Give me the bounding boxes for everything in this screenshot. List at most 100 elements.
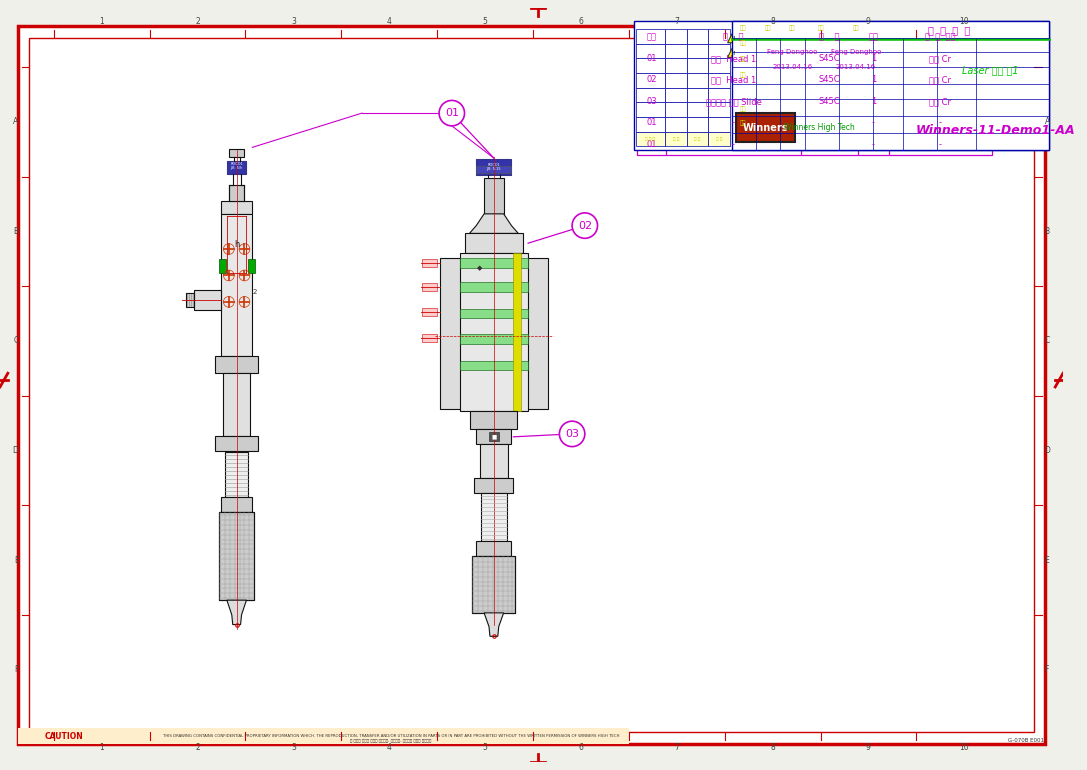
Circle shape: [439, 100, 464, 126]
Bar: [665, 102, 687, 117]
Bar: [460, 334, 528, 344]
Bar: [523, 258, 548, 410]
Bar: [193, 290, 221, 310]
Text: 4: 4: [387, 17, 391, 26]
Bar: [227, 161, 247, 174]
Bar: [634, 22, 1049, 150]
Text: 1: 1: [871, 75, 876, 85]
Text: 10: 10: [960, 743, 970, 752]
Bar: [708, 132, 729, 146]
Text: -: -: [872, 119, 875, 127]
Bar: [484, 178, 503, 214]
Bar: [186, 293, 193, 306]
Text: S45C: S45C: [819, 54, 840, 63]
Bar: [423, 259, 437, 266]
Text: A: A: [13, 118, 18, 126]
Bar: [666, 69, 801, 91]
Polygon shape: [727, 31, 739, 42]
Text: 식별: 식별: [852, 25, 859, 31]
Text: 7: 7: [674, 743, 679, 752]
Bar: [665, 132, 687, 146]
Text: 재    질: 재 질: [819, 32, 839, 42]
Bar: [889, 48, 991, 69]
Text: 수량: 수량: [869, 32, 878, 42]
Bar: [665, 29, 687, 44]
Circle shape: [572, 213, 598, 238]
Text: Winners High Tech: Winners High Tech: [784, 123, 854, 132]
Bar: [223, 373, 250, 436]
Bar: [637, 48, 666, 69]
Bar: [221, 201, 252, 214]
Text: 인장: 인장: [819, 25, 825, 31]
Text: F: F: [1045, 665, 1049, 674]
Text: 2013.04.16: 2013.04.16: [836, 64, 876, 70]
Bar: [636, 73, 665, 88]
Bar: [858, 91, 889, 112]
Text: 03: 03: [646, 97, 657, 106]
Text: 1: 1: [871, 54, 876, 63]
Text: h: h: [234, 239, 239, 249]
Bar: [889, 112, 991, 134]
Bar: [440, 258, 464, 410]
Text: 3: 3: [291, 17, 296, 26]
Bar: [636, 117, 665, 132]
Text: ◆: ◆: [476, 265, 482, 270]
Text: 1: 1: [871, 97, 876, 106]
Bar: [801, 48, 858, 69]
Text: J.B. 5.15: J.B. 5.15: [487, 167, 501, 171]
Bar: [637, 134, 991, 156]
Bar: [220, 512, 254, 600]
Bar: [513, 253, 522, 411]
Text: A: A: [1045, 118, 1050, 126]
Bar: [666, 91, 801, 112]
Bar: [229, 149, 245, 157]
Bar: [480, 444, 508, 478]
Polygon shape: [727, 45, 739, 58]
Text: Feng Donghoo: Feng Donghoo: [767, 49, 817, 55]
Text: C: C: [1045, 336, 1050, 346]
Text: G-070B E001: G-070B E001: [1009, 738, 1045, 743]
Bar: [858, 112, 889, 134]
Bar: [637, 91, 991, 112]
Bar: [801, 134, 858, 156]
Bar: [476, 429, 512, 444]
Bar: [637, 26, 991, 48]
Text: 검토: 검토: [740, 41, 747, 46]
Text: J.B. 5/h: J.B. 5/h: [230, 166, 242, 170]
Bar: [221, 214, 252, 356]
Text: 01: 01: [445, 108, 459, 118]
Text: 01: 01: [646, 119, 657, 127]
Text: E: E: [1045, 555, 1049, 564]
Text: 9: 9: [866, 743, 871, 752]
Bar: [666, 134, 801, 156]
Text: 02: 02: [646, 75, 657, 85]
Text: F: F: [14, 665, 18, 674]
Circle shape: [560, 421, 585, 447]
Bar: [889, 91, 991, 112]
Bar: [636, 88, 665, 102]
Bar: [666, 112, 801, 134]
Bar: [215, 436, 259, 450]
Text: 연미 Cr: 연미 Cr: [929, 97, 951, 106]
Text: 설 계: 설 계: [673, 137, 679, 141]
Bar: [229, 185, 245, 201]
Polygon shape: [227, 600, 247, 624]
Bar: [460, 253, 528, 411]
Bar: [666, 26, 801, 48]
Bar: [708, 73, 729, 88]
Text: D: D: [13, 446, 18, 455]
Text: -: -: [732, 119, 735, 127]
Text: 충작  Head 1: 충작 Head 1: [711, 54, 757, 63]
Text: 5: 5: [483, 17, 487, 26]
Text: 2: 2: [196, 17, 200, 26]
Text: 6: 6: [578, 17, 584, 26]
Bar: [665, 44, 687, 59]
Text: 01: 01: [646, 140, 657, 149]
Bar: [637, 91, 666, 112]
Bar: [637, 69, 666, 91]
Text: 9: 9: [866, 17, 871, 26]
Bar: [225, 453, 249, 497]
Text: E: E: [14, 555, 18, 564]
Bar: [687, 117, 708, 132]
Bar: [636, 29, 665, 44]
